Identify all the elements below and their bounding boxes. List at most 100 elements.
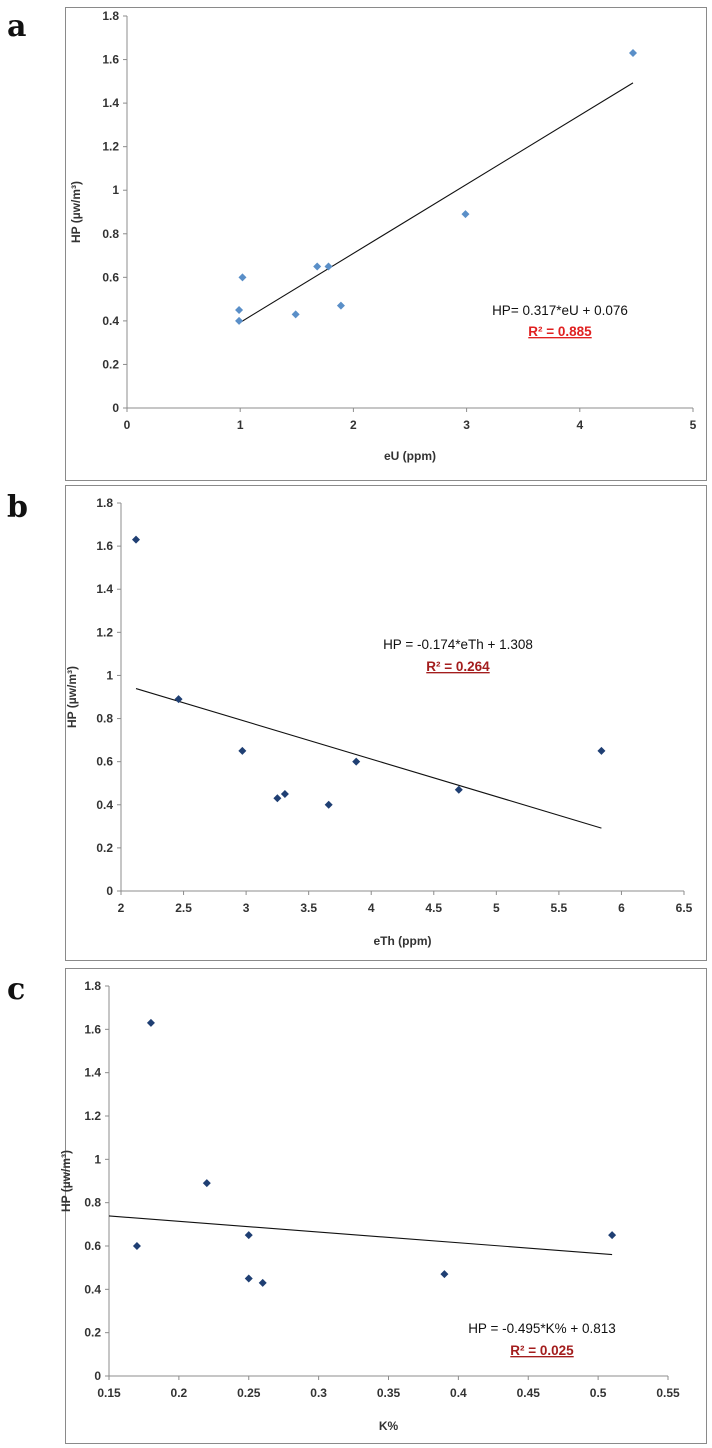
x-tick-label: 4 — [576, 418, 583, 432]
x-tick-label: 3 — [463, 418, 470, 432]
x-tick-label: 0.15 — [97, 1386, 121, 1400]
y-tick-label: 0.6 — [84, 1239, 101, 1253]
panel-c: c 0 0.2 0.4 0.6 0.8 1 1.2 1.4 1.6 1.8 0.15 0.2 0.25 0… — [0, 965, 712, 1448]
data-point — [244, 1231, 253, 1240]
r-squared-label: R² = 0.025 — [510, 1343, 574, 1358]
data-point — [273, 794, 282, 803]
r-squared-label: R² = 0.885 — [528, 324, 592, 339]
y-axis-label: HP (µw/m³) — [65, 666, 79, 728]
y-axis-label: HP (µw/m³) — [59, 1150, 73, 1212]
y-tick-label: 0.2 — [84, 1326, 101, 1340]
y-tick-label: 1 — [94, 1152, 101, 1166]
panel-b: b 0 0.2 0.4 0.6 0.8 1 1.2 1.4 1.6 1.8 2 2.5 3 3.5 4 4.5… — [0, 483, 712, 963]
x-tick-label: 0.2 — [171, 1386, 188, 1400]
y-tick-label: 0.8 — [96, 712, 113, 726]
data-point — [132, 1242, 141, 1250]
data-point — [258, 1278, 267, 1287]
y-tick-label: 1.4 — [96, 582, 113, 596]
chart-c: 0 0.2 0.4 0.6 0.8 1 1.2 1.4 1.6 1.8 0.15 0.2 0.25 0.3… — [59, 979, 680, 1433]
x-tick-label: 5 — [493, 901, 500, 915]
y-tick-label: 0.6 — [96, 755, 113, 769]
data-point — [608, 1231, 617, 1240]
trendline — [135, 688, 602, 829]
x-tick-label: 5 — [690, 418, 697, 432]
x-tick-label: 6.5 — [676, 901, 693, 915]
y-tick-label: 1.6 — [102, 53, 119, 67]
y-tick-label: 1.6 — [84, 1022, 101, 1036]
x-axis-label: eU (ppm) — [384, 449, 436, 463]
x-tick-label: 3 — [243, 901, 250, 915]
y-tick-label: 1.8 — [102, 9, 119, 23]
x-tick-label: 2 — [350, 418, 357, 432]
data-point — [336, 301, 345, 310]
y-tick-label: 0.8 — [84, 1196, 101, 1210]
data-point — [629, 49, 638, 58]
x-tick-label: 0.25 — [237, 1386, 261, 1400]
chart-frame-c — [65, 968, 707, 1444]
y-tick-label: 0.2 — [102, 357, 119, 371]
chart-a: 0 0.2 0.4 0.6 0.8 1 1.2 1.4 1.6 1.8 0 1 2 3 4 5 eU (ppm)… — [69, 9, 697, 463]
x-tick-label: 4 — [368, 901, 375, 915]
data-point — [324, 262, 333, 271]
y-tick-label: 1.2 — [96, 625, 113, 639]
x-tick-label: 2 — [118, 901, 125, 915]
data-point — [597, 746, 606, 755]
r-squared-label: R² = 0.264 — [426, 659, 490, 674]
x-tick-label: 0.45 — [517, 1386, 541, 1400]
data-point — [280, 790, 289, 798]
y-tick-label: 1.4 — [84, 1066, 101, 1080]
x-tick-label: 0.35 — [377, 1386, 401, 1400]
x-tick-label: 3.5 — [300, 901, 317, 915]
y-tick-label: 0.8 — [102, 227, 119, 241]
regression-equation: HP = -0.174*eTh + 1.308 — [383, 637, 533, 652]
panel-letter-a: a — [7, 9, 27, 44]
x-tick-label: 0.3 — [310, 1386, 327, 1400]
y-tick-label: 1 — [106, 668, 113, 682]
trendline — [238, 82, 634, 324]
data-point — [235, 316, 244, 325]
chart-frame-b — [65, 485, 707, 961]
y-tick-label: 1.2 — [102, 140, 119, 154]
chart-b: 0 0.2 0.4 0.6 0.8 1 1.2 1.4 1.6 1.8 2 2.5 3 3.5 4 4.5 5 5… — [65, 496, 693, 948]
y-tick-label: 1.4 — [102, 96, 119, 110]
data-point — [238, 746, 247, 755]
data-point — [454, 785, 463, 794]
y-tick-label: 1.2 — [84, 1109, 101, 1123]
y-tick-label: 0.4 — [96, 798, 113, 812]
y-tick-label: 0 — [112, 401, 119, 415]
y-tick-label: 1.8 — [84, 979, 101, 993]
y-tick-label: 1.8 — [96, 496, 113, 510]
data-point — [291, 310, 300, 319]
data-point — [202, 1179, 211, 1188]
x-tick-label: 0.5 — [590, 1386, 607, 1400]
chart-frame-a — [65, 7, 707, 481]
y-tick-label: 0.2 — [96, 841, 113, 855]
x-tick-label: 0.55 — [656, 1386, 680, 1400]
data-point — [352, 757, 361, 766]
x-tick-label: 6 — [618, 901, 625, 915]
x-axis-label: K% — [379, 1419, 399, 1433]
trendline — [108, 1215, 613, 1256]
y-tick-label: 1.6 — [96, 539, 113, 553]
x-tick-label: 5.5 — [551, 901, 568, 915]
regression-equation: HP= 0.317*eU + 0.076 — [492, 303, 628, 318]
panel-a: a 0 0.2 0.4 0.6 0.8 1 1.2 1.4 1.6 1.8 0 1 2 3 4 5 eU (pp… — [0, 0, 712, 481]
data-point — [313, 262, 322, 271]
data-point — [244, 1274, 253, 1283]
x-axis-label: eTh (ppm) — [374, 934, 432, 948]
data-point — [235, 306, 244, 314]
regression-equation: HP = -0.495*K% + 0.813 — [468, 1321, 616, 1336]
x-tick-label: 0.4 — [450, 1386, 467, 1400]
data-point — [324, 800, 333, 809]
x-tick-label: 0 — [124, 418, 131, 432]
y-tick-label: 0.6 — [102, 270, 119, 284]
data-point — [461, 210, 470, 219]
panel-letter-c: c — [7, 972, 26, 1007]
y-tick-label: 0.4 — [84, 1282, 101, 1296]
data-point — [132, 535, 141, 544]
y-axis-label: HP (µw/m³) — [69, 181, 83, 243]
data-point — [440, 1270, 449, 1279]
x-tick-label: 1 — [237, 418, 244, 432]
x-tick-label: 2.5 — [175, 901, 192, 915]
y-tick-label: 1 — [112, 183, 119, 197]
